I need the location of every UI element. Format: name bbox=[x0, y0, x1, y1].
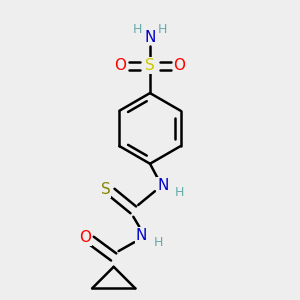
Text: H: H bbox=[154, 236, 164, 249]
Text: H: H bbox=[175, 186, 184, 199]
Text: N: N bbox=[136, 228, 147, 243]
Text: N: N bbox=[144, 30, 156, 45]
Text: H: H bbox=[133, 23, 142, 36]
Text: O: O bbox=[173, 58, 185, 73]
Text: H: H bbox=[158, 23, 167, 36]
Text: N: N bbox=[157, 178, 168, 193]
Text: S: S bbox=[145, 58, 155, 73]
Text: O: O bbox=[115, 58, 127, 73]
Text: S: S bbox=[101, 182, 111, 197]
Text: O: O bbox=[79, 230, 91, 245]
